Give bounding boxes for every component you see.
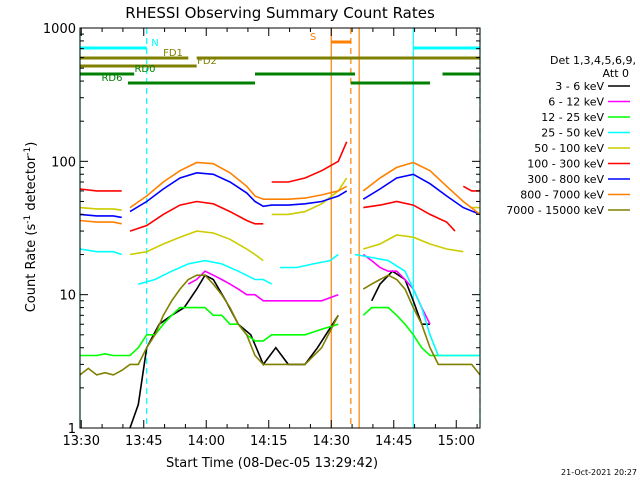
series-line-300-800-kev-1: [129, 171, 348, 213]
series-800-7000-kev: [79, 161, 481, 225]
flag-s-label: S: [310, 32, 316, 43]
series-line-800-7000-kev-1: [129, 161, 348, 209]
legend-header-detectors: Det 1,3,4,5,6,9,: [550, 54, 636, 67]
series-50-100-kev: [79, 177, 480, 262]
series-line-6-12-kev-0: [187, 270, 339, 302]
flag-rd0-label: RD0: [134, 64, 155, 75]
series-line-800-7000-kev-2: [362, 161, 481, 216]
x-tick-label-6: 15:00: [438, 434, 475, 449]
x-tick-label-1: 13:45: [125, 434, 162, 449]
flag-rd6-label: RD6: [101, 73, 122, 84]
series-100-300-kev: [79, 141, 480, 232]
y-tick-label-3: 1000: [43, 22, 76, 37]
y-axis-label: Count Rate (s-1 detector-1): [23, 142, 39, 313]
chart-title: RHESSI Observing Summary Count Rates: [125, 4, 435, 22]
x-tick-label-3: 14:15: [250, 434, 287, 449]
series-3-6-kev: [129, 270, 430, 429]
series-line-25-50-kev-0: [79, 248, 122, 256]
footer-date: 21-Oct-2021 20:27: [561, 468, 637, 477]
legend-label-800-7000-kev: 800 - 7000 keV: [520, 189, 604, 202]
legend: Det 1,3,4,5,6,9, Att 0 3 - 6 keV 6 - 12 k…: [506, 54, 636, 217]
series-line-7000-15000-kev-1: [362, 274, 481, 376]
flag-bars: N S FD1 FD2 RD0 RD6: [80, 32, 480, 85]
x-axis-label: Start Time (08-Dec-05 13:29:42): [166, 456, 378, 471]
series-line-25-50-kev-2: [280, 253, 339, 269]
flag-fd2-label: FD2: [197, 56, 217, 67]
series-line-50-100-kev-1: [129, 230, 264, 262]
y-tick-label-2: 100: [51, 155, 76, 170]
series-line-50-100-kev-3: [363, 234, 464, 253]
legend-label-300-800-kev: 300 - 800 keV: [527, 173, 604, 186]
series-line-50-100-kev-2: [271, 177, 348, 216]
series-300-800-kev: [79, 171, 481, 219]
series-line-800-7000-kev-0: [79, 219, 122, 225]
plot-frame: [79, 27, 481, 429]
legend-label-7000-15000-kev: 7000 - 15000 keV: [506, 204, 604, 217]
series-line-50-100-kev-0: [79, 206, 122, 211]
legend-items: 3 - 6 keV 6 - 12 keV 12 - 25 keV 25 - 50 ke…: [506, 80, 630, 217]
flag-n-label: N: [151, 38, 158, 49]
y-label-main: Count Rate (s: [24, 224, 39, 313]
legend-label-50-100-kev: 50 - 100 keV: [534, 142, 604, 155]
legend-header-attenuator: Att 0: [603, 67, 629, 80]
series-line-3-6-kev-0: [129, 274, 339, 429]
series-12-25-kev: [80, 306, 480, 357]
legend-label-100-300-kev: 100 - 300 keV: [527, 158, 604, 171]
series-line-100-300-kev-2: [271, 141, 348, 183]
y-label-end: ): [24, 142, 39, 147]
series-lines: [79, 141, 481, 429]
y-label-sup-2: -1: [23, 147, 33, 156]
series-line-12-25-kev-0: [80, 306, 339, 357]
legend-label-25-50-kev: 25 - 50 keV: [541, 127, 604, 140]
y-label-mid: detector: [24, 155, 39, 215]
x-tick-label-5: 14:45: [375, 434, 412, 449]
series-line-100-300-kev-0: [79, 188, 122, 192]
series-line-25-50-kev-3: [354, 253, 480, 357]
x-tick-label-2: 14:00: [188, 434, 225, 449]
y-label-sup-1: -1: [23, 215, 33, 224]
series-line-100-300-kev-1: [129, 200, 264, 232]
series-line-300-800-kev-0: [79, 213, 122, 219]
y-tick-label-1: 10: [59, 289, 76, 304]
series-line-100-300-kev-3: [363, 200, 456, 232]
series-line-300-800-kev-2: [362, 173, 481, 216]
series-line-25-50-kev-1: [138, 259, 273, 285]
series-line-100-300-kev-4: [462, 185, 480, 192]
series-7000-15000-kev: [79, 274, 481, 376]
series-line-7000-15000-kev-0: [79, 274, 340, 376]
y-tick-label-0: 1: [68, 422, 76, 437]
legend-label-12-25-kev: 12 - 25 keV: [541, 111, 604, 124]
legend-label-6-12-kev: 6 - 12 keV: [548, 96, 604, 109]
axis-ticks: 13:30 13:45 14:00 14:15 14:30 14:45 15:00 1 10 10…: [43, 22, 480, 449]
series-25-50-kev: [79, 248, 480, 357]
flag-fd1-label: FD1: [163, 48, 183, 59]
series-line-12-25-kev-1: [362, 306, 480, 357]
legend-label-3-6-kev: 3 - 6 keV: [555, 80, 604, 93]
x-tick-label-4: 14:30: [313, 434, 350, 449]
x-tick-label-0: 13:30: [63, 434, 100, 449]
